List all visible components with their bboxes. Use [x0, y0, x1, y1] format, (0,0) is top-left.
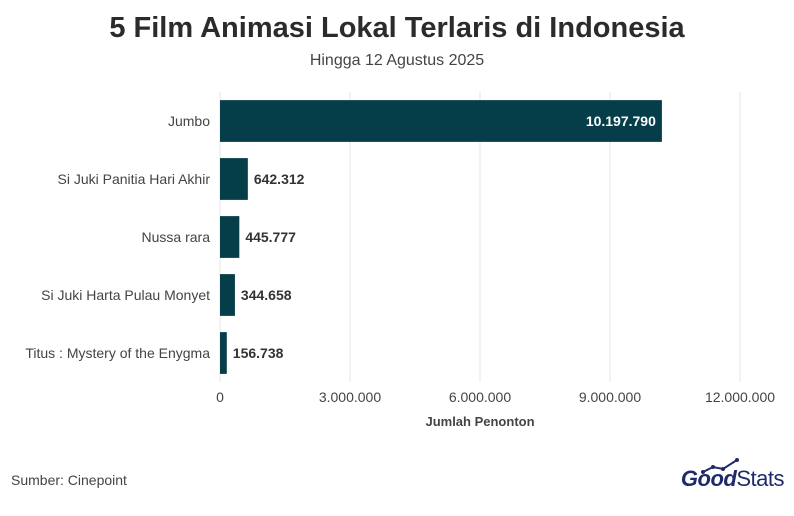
chart-subtitle: Hingga 12 Agustus 2025 [309, 52, 485, 69]
bar [220, 332, 227, 374]
category-label: Si Juki Harta Pulau Monyet [41, 287, 210, 303]
x-tick-label: 3.000.000 [319, 389, 381, 405]
goodstats-logo: Good Stats [681, 458, 784, 492]
value-label: 156.738 [233, 345, 284, 361]
value-label: 10.197.790 [586, 113, 656, 129]
chart-title: 5 Film Animasi Lokal Terlaris di Indones… [109, 12, 685, 44]
x-tick-label: 9.000.000 [579, 389, 641, 405]
bar [220, 100, 662, 142]
bar [220, 158, 248, 200]
category-labels: Jumbo Si Juki Panitia Hari Akhir Nussa rar… [25, 113, 210, 361]
x-tick-label: 0 [216, 389, 224, 405]
bar [220, 274, 235, 316]
x-tick-labels: 0 3.000.000 6.000.000 9.000.000 12.000.000 [216, 389, 775, 405]
logo-chart-icon [700, 458, 739, 474]
bar [220, 216, 240, 258]
bar-chart: Jumbo Si Juki Panitia Hari Akhir Nussa rar… [25, 92, 775, 429]
value-label: 642.312 [254, 171, 305, 187]
value-label: 445.777 [245, 229, 296, 245]
category-label: Si Juki Panitia Hari Akhir [57, 171, 210, 187]
x-axis-label: Jumlah Penonton [425, 414, 534, 429]
source-note: Sumber: Cinepoint [11, 472, 127, 488]
value-label: 344.658 [241, 287, 292, 303]
x-tick-label: 12.000.000 [705, 389, 775, 405]
category-label: Nussa rara [142, 229, 211, 245]
value-labels: 10.197.790 642.312 445.777 344.658 156.738 [233, 113, 656, 361]
logo-good-text: Good [680, 466, 737, 491]
category-label: Titus : Mystery of the Enygma [25, 345, 210, 361]
logo-stats-text: Stats [736, 466, 784, 491]
x-tick-label: 6.000.000 [449, 389, 511, 405]
bars [220, 100, 662, 374]
category-label: Jumbo [168, 113, 210, 129]
